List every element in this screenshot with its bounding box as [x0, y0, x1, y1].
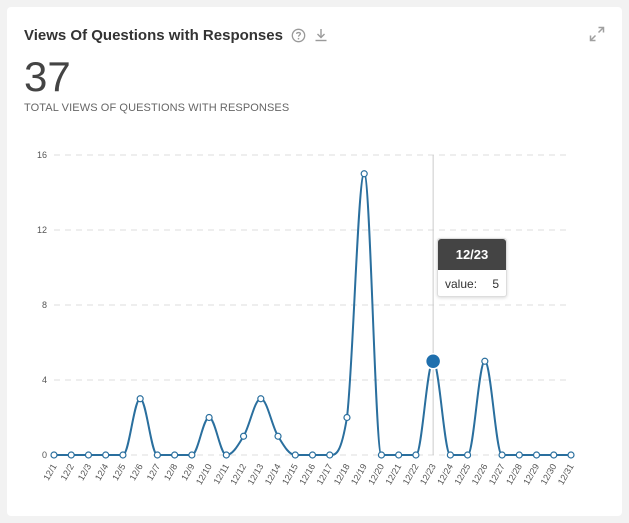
x-tick-label: 12/1	[41, 462, 58, 482]
y-tick-label: 12	[37, 225, 47, 235]
data-point	[84, 451, 93, 459]
data-point	[481, 357, 489, 365]
tooltip-title: 12/23	[438, 239, 506, 270]
y-tick-label: 4	[42, 375, 47, 385]
data-point	[188, 451, 196, 459]
data-point	[222, 451, 230, 459]
x-tick-label: 12/25	[452, 462, 472, 487]
widget-header: Views Of Questions with Responses	[24, 25, 329, 45]
tooltip-label: value:	[445, 276, 478, 291]
x-tick-label: 12/29	[521, 462, 541, 487]
help-circle-icon[interactable]	[291, 27, 307, 43]
data-point	[326, 451, 334, 459]
x-tick-label: 12/30	[539, 462, 559, 487]
metric-value: 37	[24, 53, 71, 100]
metric-label: TOTAL VIEWS OF QUESTIONS WITH RESPONSES	[24, 102, 290, 114]
x-tick-label: 12/6	[127, 462, 144, 482]
download-icon[interactable]	[313, 27, 329, 43]
y-tick-label: 16	[37, 150, 47, 160]
data-point-highlighted	[424, 353, 442, 370]
x-tick-label: 12/23	[418, 462, 438, 487]
data-point	[205, 413, 213, 422]
data-point	[239, 432, 248, 440]
x-tick-label: 12/12	[228, 462, 248, 487]
data-point	[360, 170, 368, 178]
x-tick-label: 12/10	[194, 462, 214, 487]
data-point	[567, 451, 575, 459]
data-point	[274, 432, 282, 440]
x-tick-label: 12/5	[110, 462, 127, 482]
x-tick-label: 12/31	[556, 462, 576, 487]
series-line	[53, 172, 571, 457]
data-point	[532, 451, 541, 459]
x-tick-label: 12/15	[280, 462, 300, 487]
data-point	[395, 451, 403, 459]
x-tick-label: 12/14	[263, 462, 283, 487]
expand-icon[interactable]	[589, 26, 605, 42]
data-point	[515, 451, 523, 459]
data-point	[464, 451, 472, 459]
data-point	[257, 395, 265, 403]
chart-tooltip: 12/23 value: 5	[437, 238, 507, 297]
x-tick-label: 12/17	[315, 462, 335, 487]
data-point	[153, 451, 161, 459]
data-point	[343, 413, 351, 422]
x-tick-label: 12/2	[59, 462, 76, 482]
tooltip-body: value: 5	[438, 270, 506, 297]
widget-card: Views Of Questions with Responses 37 TOT…	[7, 7, 622, 516]
x-tick-label: 12/24	[435, 462, 455, 487]
x-tick-label: 12/21	[383, 462, 403, 487]
data-point	[412, 451, 420, 459]
data-point	[446, 451, 454, 459]
data-point	[67, 451, 75, 459]
x-tick-label: 12/9	[179, 462, 196, 482]
x-tick-label: 12/20	[366, 462, 386, 487]
widget-title: Views Of Questions with Responses	[24, 26, 283, 44]
x-tick-label: 12/16	[297, 462, 317, 487]
x-tick-label: 12/13	[246, 462, 266, 487]
data-point	[498, 451, 506, 459]
data-point	[102, 451, 110, 459]
data-point	[291, 451, 299, 459]
x-tick-label: 12/4	[93, 462, 110, 482]
x-tick-label: 12/22	[401, 462, 421, 487]
x-tick-label: 12/7	[145, 462, 162, 482]
data-point	[136, 395, 144, 403]
data-point	[308, 451, 317, 459]
data-point	[171, 451, 179, 459]
y-tick-label: 0	[42, 450, 47, 460]
data-point	[119, 451, 127, 459]
data-point	[550, 451, 558, 459]
x-tick-label: 12/26	[470, 462, 490, 487]
x-tick-label: 12/19	[349, 462, 369, 487]
data-point	[377, 451, 386, 459]
x-tick-label: 12/28	[504, 462, 524, 487]
x-tick-label: 12/3	[76, 462, 93, 482]
y-tick-label: 8	[42, 300, 47, 310]
x-tick-label: 12/27	[487, 462, 507, 487]
x-tick-label: 12/18	[332, 462, 352, 487]
x-tick-label: 12/8	[162, 462, 179, 482]
tooltip-value: 5	[492, 276, 499, 291]
data-point	[50, 451, 58, 459]
